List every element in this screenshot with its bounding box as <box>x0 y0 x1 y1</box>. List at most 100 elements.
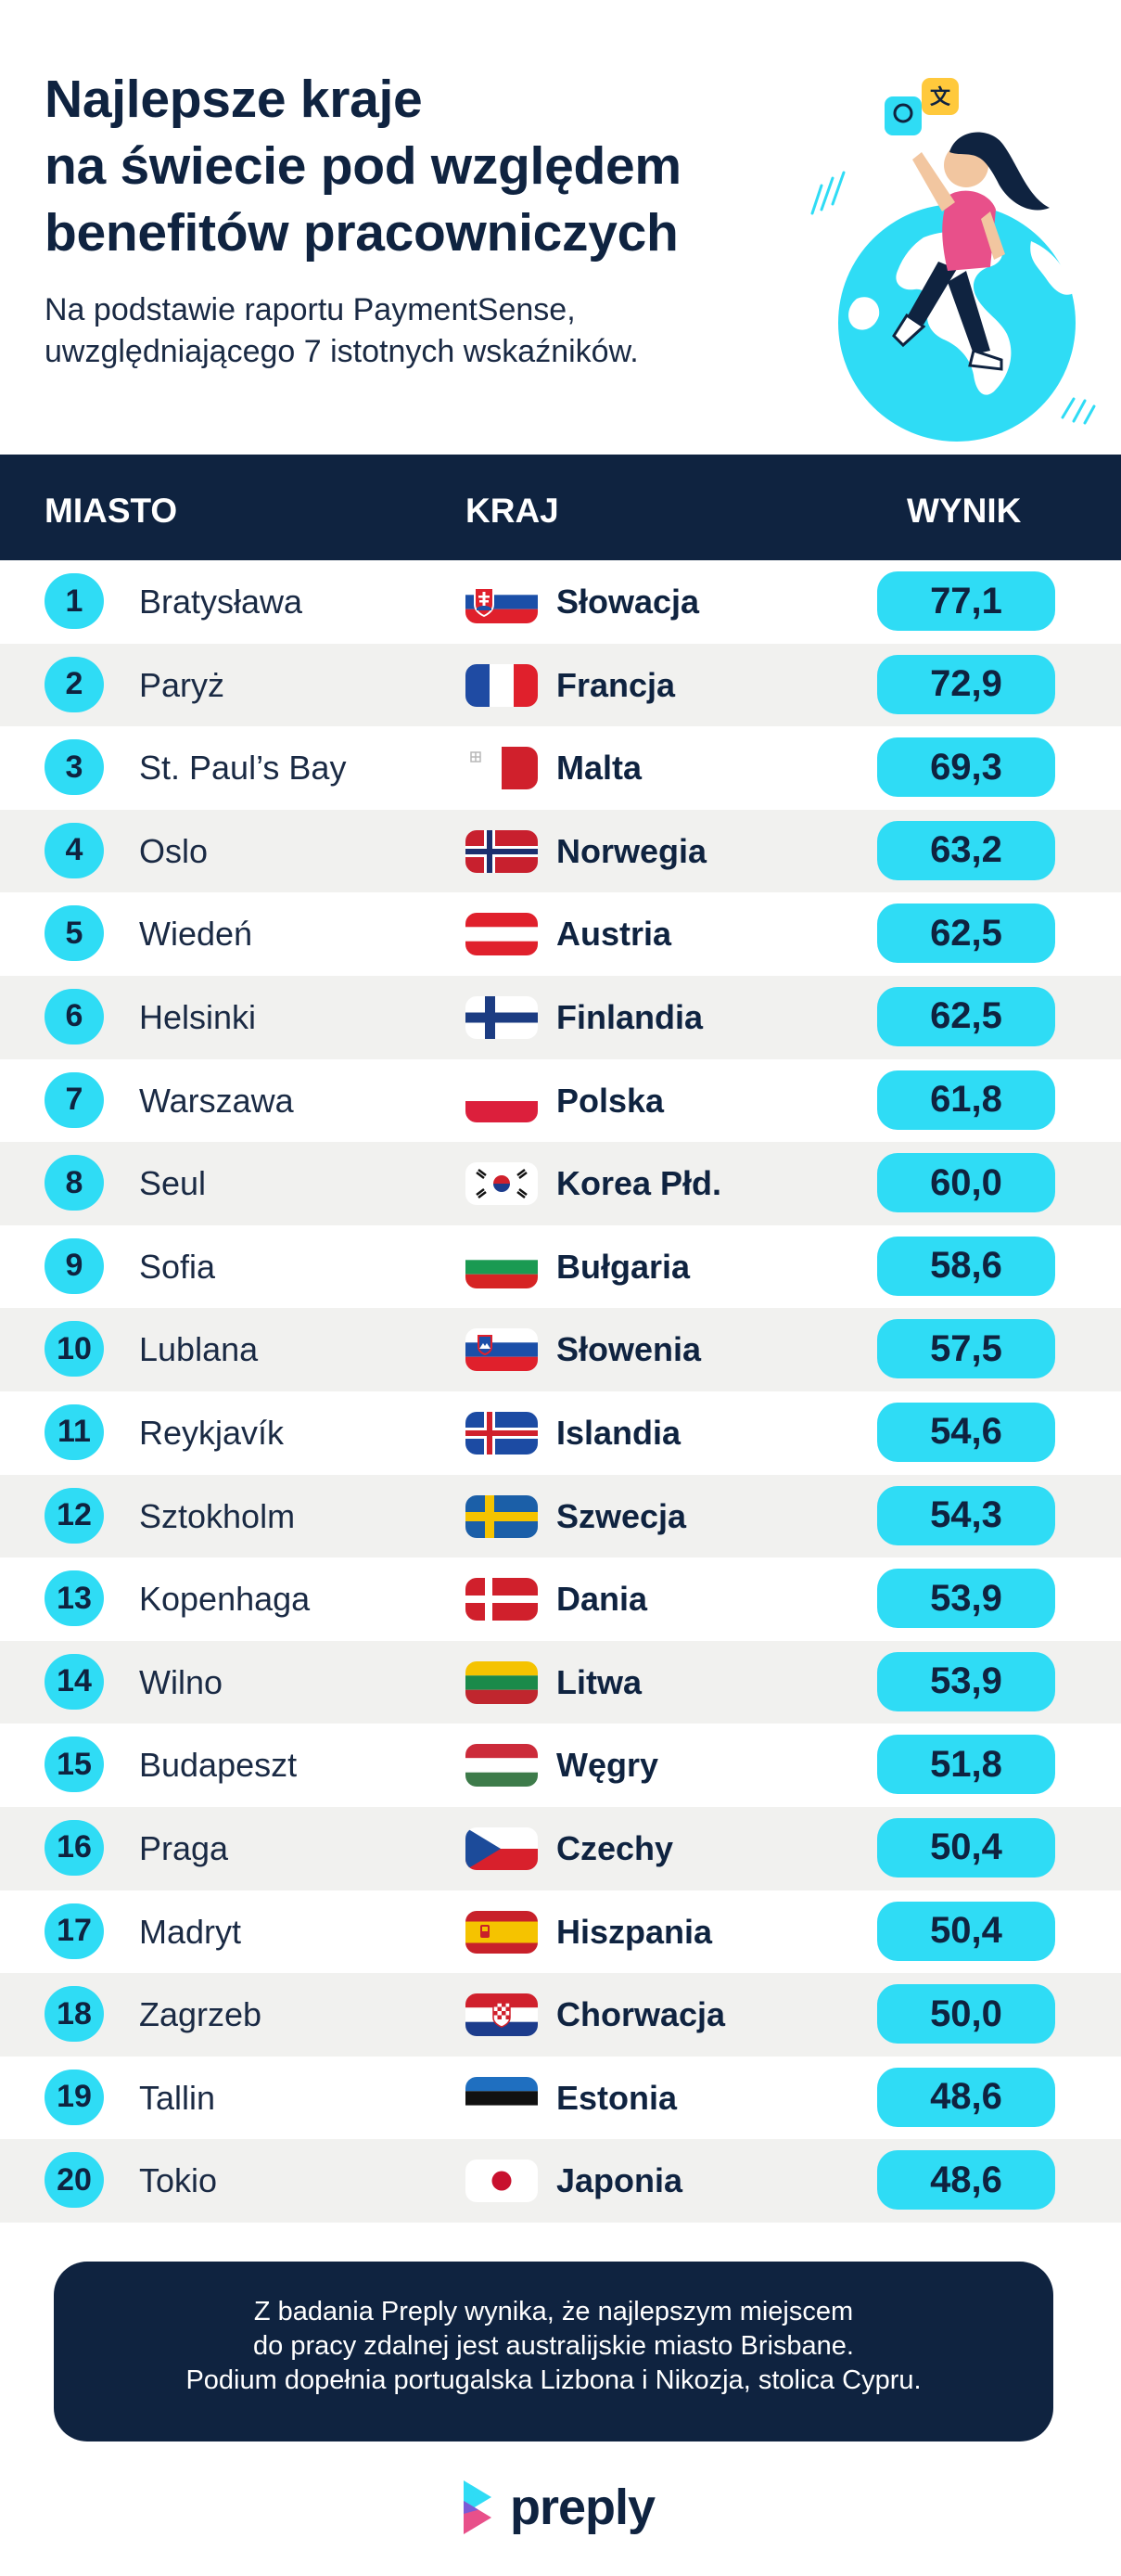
city-name: Sztokholm <box>139 1496 296 1535</box>
city-name: Praga <box>139 1828 229 1867</box>
rank-badge: 19 <box>45 2069 104 2125</box>
score-badge: 53,9 <box>877 1651 1055 1711</box>
column-header-country: KRAJ <box>465 492 559 530</box>
column-header-score: WYNIK <box>907 492 1022 530</box>
rank-badge: 4 <box>45 822 104 878</box>
woman-on-globe-illustration: 文 <box>810 78 1096 442</box>
country-name: Malta <box>556 749 643 788</box>
table-row: 1 Bratysława Słowacja 77,1 <box>0 560 1121 644</box>
city-name: Helsinki <box>139 997 257 1036</box>
country-name: Węgry <box>556 1746 659 1785</box>
rank-badge: 3 <box>45 739 104 796</box>
footnote-box: Z badania Preply wynika, że najlepszym m… <box>54 2262 1053 2441</box>
france-flag <box>465 663 538 707</box>
table-row: 14 Wilno Litwa 53,9 <box>0 1640 1121 1724</box>
slovenia-flag <box>465 1328 538 1372</box>
denmark-flag <box>465 1578 538 1621</box>
score-badge: 53,9 <box>877 1569 1055 1629</box>
rank-badge: 16 <box>45 1819 104 1876</box>
score-badge: 77,1 <box>877 571 1055 631</box>
score-badge: 54,6 <box>877 1402 1055 1462</box>
spain-flag <box>465 1910 538 1954</box>
slovakia-flag <box>465 581 538 623</box>
japan-flag <box>465 2159 538 2203</box>
table-row: 20 Tokio Japonia 48,6 <box>0 2139 1121 2223</box>
city-name: Sofia <box>139 1247 216 1286</box>
score-badge: 57,5 <box>877 1319 1055 1379</box>
subtitle-line-1: Na podstawie raportu PaymentSense, <box>45 292 576 327</box>
city-name: Bratysława <box>139 583 303 621</box>
country-name: Słowenia <box>556 1330 702 1369</box>
city-name: Seul <box>139 1164 207 1203</box>
croatia-flag <box>465 1993 538 2037</box>
rank-badge: 13 <box>45 1570 104 1627</box>
title-line-1: Najlepsze kraje <box>45 70 423 129</box>
table-row: 16 Praga Czechy 50,4 <box>0 1806 1121 1890</box>
country-name: Austria <box>556 915 672 954</box>
score-badge: 62,5 <box>877 904 1055 964</box>
footnote-line-3: Podium dopełnia portugalska Lizbona i Ni… <box>185 2365 922 2395</box>
czechia-flag <box>465 1826 538 1870</box>
city-name: Zagrzeb <box>139 1995 262 2034</box>
footnote-line-2: do pracy zdalnej jest australijskie mias… <box>253 2330 854 2361</box>
estonia-flag <box>465 2076 538 2120</box>
country-name: Korea Płd. <box>556 1164 722 1203</box>
city-name: Reykjavík <box>139 1413 285 1452</box>
city-name: Oslo <box>139 831 209 870</box>
score-badge: 48,6 <box>877 2150 1055 2211</box>
rank-badge: 14 <box>45 1653 104 1710</box>
score-badge: 72,9 <box>877 654 1055 714</box>
table-row: 8 Seul Korea Płd. 60,0 <box>0 1142 1121 1225</box>
rank-badge: 11 <box>45 1403 104 1460</box>
subtitle-line-2: uwzględniającego 7 istotnych wskaźników. <box>45 334 639 370</box>
hungary-flag <box>465 1744 538 1788</box>
footnote-line-1: Z badania Preply wynika, że najlepszym m… <box>253 2297 854 2326</box>
city-name: Lublana <box>139 1330 259 1369</box>
sweden-flag <box>465 1494 538 1538</box>
score-badge: 60,0 <box>877 1153 1055 1213</box>
country-name: Bułgaria <box>556 1247 691 1286</box>
preply-logo: preply <box>462 2475 656 2540</box>
title-line-2: na świecie pod względem <box>45 135 682 196</box>
table-row: 17 Madryt Hiszpania 50,4 <box>0 1890 1121 1974</box>
table-row: 3 St. Paul’s Bay Malta 69,3 <box>0 726 1121 810</box>
bulgaria-flag <box>465 1245 538 1288</box>
lithuania-flag <box>465 1660 538 1704</box>
rank-badge: 9 <box>45 1237 104 1294</box>
iceland-flag <box>465 1411 538 1455</box>
rank-badge: 17 <box>45 1903 104 1959</box>
score-badge: 50,0 <box>877 1984 1055 2044</box>
country-name: Polska <box>556 1081 665 1120</box>
norway-flag <box>465 829 538 873</box>
city-name: Tallin <box>139 2078 216 2117</box>
rank-badge: 10 <box>45 1321 104 1378</box>
rank-badge: 20 <box>45 2152 104 2209</box>
score-badge: 54,3 <box>877 1485 1055 1545</box>
table-header: MIASTO KRAJ WYNIK <box>0 455 1121 560</box>
table-row: 2 Paryż Francja 72,9 <box>0 643 1121 727</box>
city-name: Madryt <box>139 1912 242 1951</box>
country-name: Słowacja <box>556 583 700 621</box>
preply-logo-text: preply <box>510 2480 656 2535</box>
rank-badge: 18 <box>45 1986 104 2043</box>
country-name: Litwa <box>556 1662 643 1701</box>
column-header-city: MIASTO <box>45 492 178 530</box>
rank-badge: 1 <box>45 573 104 629</box>
score-badge: 50,4 <box>877 1817 1055 1878</box>
score-badge: 69,3 <box>877 737 1055 798</box>
title-line-3: benefitów pracowniczych <box>45 202 679 263</box>
country-name: Estonia <box>556 2078 678 2117</box>
country-name: Dania <box>556 1580 648 1619</box>
table-row: 19 Tallin Estonia 48,6 <box>0 2057 1121 2140</box>
table-row: 13 Kopenhaga Dania 53,9 <box>0 1557 1121 1641</box>
svg-text:文: 文 <box>930 85 951 109</box>
score-badge: 50,4 <box>877 1901 1055 1961</box>
austria-flag <box>465 913 538 956</box>
country-name: Japonia <box>556 2161 683 2200</box>
page-title: Najlepsze kraje na świecie pod względem … <box>45 67 805 266</box>
rank-badge: 8 <box>45 1155 104 1211</box>
table-row: 9 Sofia Bułgaria 58,6 <box>0 1225 1121 1309</box>
country-name: Norwegia <box>556 831 707 870</box>
score-badge: 63,2 <box>877 820 1055 880</box>
